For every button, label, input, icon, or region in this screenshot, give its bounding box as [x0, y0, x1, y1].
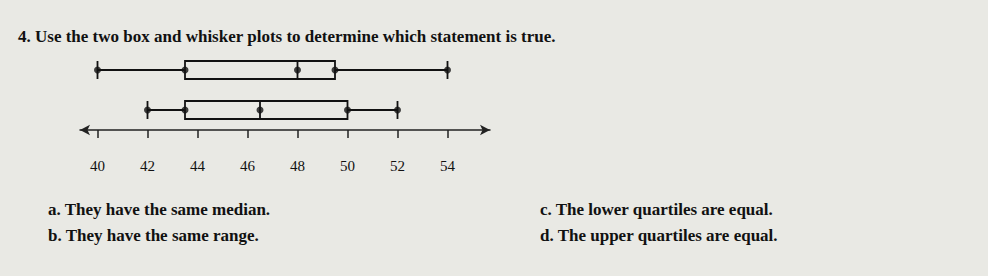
svg-text:48: 48 — [290, 158, 305, 174]
svg-text:44: 44 — [190, 158, 206, 174]
svg-text:40: 40 — [90, 158, 105, 174]
svg-text:46: 46 — [240, 158, 256, 174]
svg-text:42: 42 — [140, 158, 155, 174]
html-text:4. Use the two box and whisker: 4. Use the two box and whisker plots to … — [18, 27, 556, 46]
svg-text:50: 50 — [340, 158, 355, 174]
svg-text:52: 52 — [390, 158, 405, 174]
html-text:b. They have the same range.: b. They have the same range. — [48, 226, 259, 245]
html-text:d. The upper quartiles are equ: d. The upper quartiles are equal. — [540, 226, 778, 245]
html-text:c. The lower quartiles are equ: c. The lower quartiles are equal. — [540, 200, 773, 219]
svg-text:54: 54 — [440, 158, 456, 174]
html-text:a. They have the same median.: a. They have the same median. — [48, 200, 271, 219]
